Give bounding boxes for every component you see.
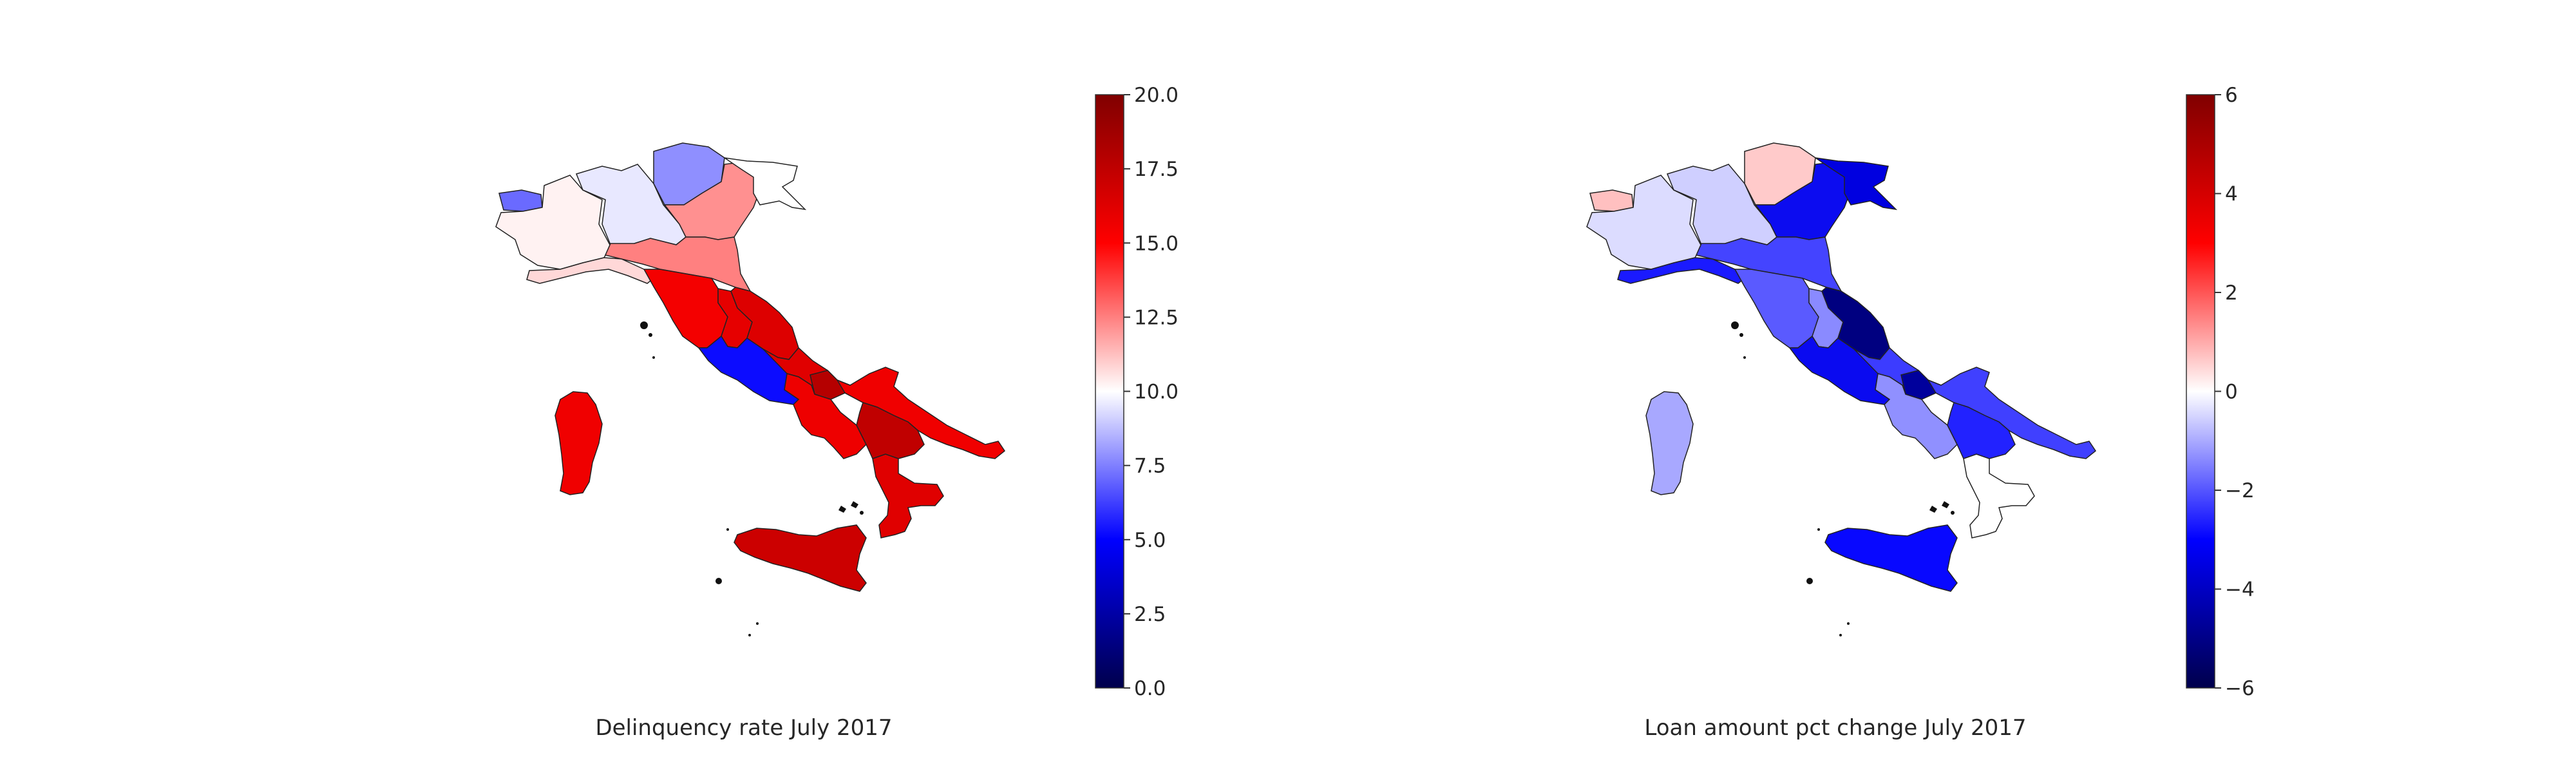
island-marker: [640, 321, 648, 329]
colorbar-tick-label: 10.0: [1134, 381, 1179, 404]
region-emilia: [604, 236, 752, 292]
colorbar-gradient: [2186, 94, 2215, 689]
region-sardegna: [1645, 391, 1694, 495]
island-marker: [1942, 501, 1949, 508]
region-sardegna: [554, 391, 603, 495]
region-toscana: [643, 269, 728, 348]
island-marker: [1817, 528, 1820, 531]
colorbar-gradient: [1095, 94, 1124, 689]
map-caption-delinquency: Delinquency rate July 2017: [595, 715, 893, 741]
region-calabria: [1963, 453, 2035, 539]
colorbar-tick-label: 17.5: [1134, 158, 1179, 181]
island-marker: [1951, 511, 1955, 515]
colorbar-tick-label: 6: [2225, 84, 2238, 107]
region-liguria: [1617, 257, 1749, 284]
region-valle-daosta: [1589, 189, 1634, 212]
region-campania: [784, 373, 867, 459]
colorbar-tick-label: −6: [2225, 677, 2255, 700]
island-marker: [748, 634, 751, 636]
colorbar-loan-amount-change: −6 −4 −2 0 2 4 6: [2186, 84, 2255, 700]
colorbar-tick-label: 15.0: [1134, 232, 1179, 255]
colorbar-tick-label: −4: [2225, 578, 2255, 602]
island-marker: [1839, 634, 1842, 636]
island-marker: [1847, 622, 1850, 625]
region-basilicata: [856, 402, 925, 459]
region-valle-daosta: [498, 189, 543, 212]
colorbar-tick-label: 20.0: [1134, 84, 1179, 107]
island-marker: [726, 528, 729, 531]
region-liguria: [526, 257, 658, 284]
island-marker: [715, 578, 722, 584]
colorbar-tick-label: 2: [2225, 282, 2238, 305]
island-marker: [756, 622, 759, 625]
colorbar-tick-label: 2.5: [1134, 603, 1166, 626]
island-marker: [1731, 321, 1739, 329]
island-marker: [1743, 356, 1746, 359]
region-calabria: [872, 453, 944, 539]
region-friuli: [724, 157, 807, 211]
island-marker: [1739, 333, 1743, 337]
region-campania: [1875, 373, 1958, 459]
region-emilia: [1695, 236, 1842, 292]
region-friuli: [1815, 157, 1898, 211]
colorbar-tick-label: −2: [2225, 479, 2255, 502]
region-basilicata: [1947, 402, 2016, 459]
island-marker: [851, 501, 858, 508]
colorbar-delinquency-rate: 0.0 2.5 5.0 7.5 10.0 12.5 15.0 17.5 20.0: [1095, 84, 1179, 700]
island-marker: [652, 356, 655, 359]
map-caption-loan-change: Loan amount pct change July 2017: [1644, 715, 2027, 741]
region-toscana: [1734, 269, 1819, 348]
island-marker: [860, 511, 864, 515]
region-sicilia: [1824, 524, 1958, 592]
colorbar-tick-label: 5.0: [1134, 529, 1166, 552]
map-loan-amount-change: [1586, 142, 2097, 636]
colorbar-tick-label: 12.5: [1134, 306, 1179, 329]
island-marker: [1929, 506, 1937, 513]
island-marker: [1806, 578, 1813, 584]
island-marker: [649, 333, 652, 337]
colorbar-tick-label: 0.0: [1134, 677, 1166, 700]
colorbar-tick-label: 0: [2225, 381, 2238, 404]
map-delinquency-rate: [495, 142, 1006, 636]
colorbar-tick-label: 4: [2225, 183, 2238, 206]
island-marker: [838, 506, 846, 513]
colorbar-tick-label: 7.5: [1134, 455, 1166, 478]
region-sicilia: [734, 524, 867, 592]
